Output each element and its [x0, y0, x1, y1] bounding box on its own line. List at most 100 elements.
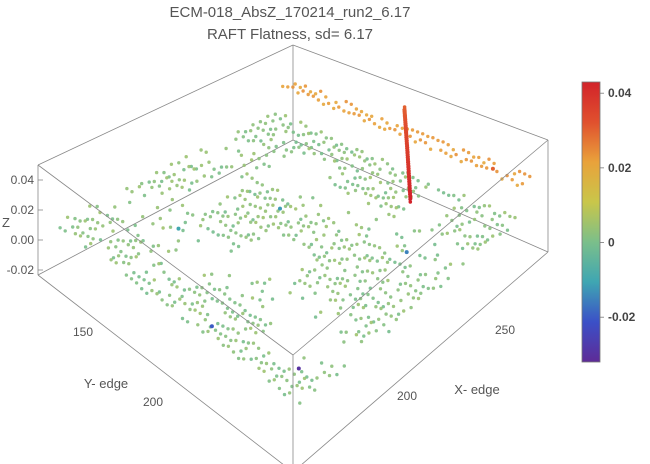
data-point — [236, 149, 241, 153]
data-point — [326, 216, 331, 221]
data-point — [199, 163, 204, 168]
data-point — [281, 140, 286, 145]
data-point — [408, 284, 413, 288]
data-point — [259, 361, 264, 365]
data-point — [467, 220, 472, 224]
data-point — [315, 258, 319, 262]
data-point — [408, 196, 413, 201]
data-point — [254, 220, 258, 225]
data-point — [183, 301, 187, 306]
data-point — [288, 122, 293, 126]
data-point — [345, 147, 349, 151]
data-point — [381, 305, 385, 309]
data-point — [398, 179, 403, 183]
data-point — [114, 261, 118, 265]
data-point — [436, 138, 440, 143]
data-point — [137, 185, 142, 189]
data-point — [221, 343, 225, 347]
data-point — [281, 84, 285, 89]
data-point — [343, 166, 347, 170]
data-point — [279, 221, 283, 226]
data-point — [229, 228, 233, 233]
data-point — [426, 286, 430, 291]
data-point — [464, 157, 468, 162]
data-point — [334, 143, 339, 147]
data-point — [297, 145, 301, 149]
data-point — [449, 154, 453, 159]
data-point — [201, 330, 205, 334]
data-point — [218, 219, 223, 224]
data-point — [310, 378, 314, 382]
data-point — [246, 341, 251, 345]
data-point — [177, 178, 181, 182]
data-point — [314, 237, 319, 242]
data-point — [367, 331, 371, 335]
data-point — [272, 378, 276, 382]
data-point — [418, 138, 423, 142]
data-point — [241, 340, 245, 344]
data-point — [253, 204, 257, 208]
z-tick-label: 0.04 — [11, 173, 35, 187]
data-point — [267, 379, 271, 383]
data-point — [357, 155, 362, 159]
data-point — [389, 314, 393, 318]
data-point — [88, 204, 92, 208]
data-point — [455, 224, 459, 228]
data-point — [111, 256, 116, 260]
data-point — [254, 134, 258, 139]
data-point — [302, 151, 306, 155]
data-point — [312, 253, 316, 257]
data-point — [418, 273, 423, 277]
data-point — [357, 257, 362, 261]
data-point — [360, 270, 365, 274]
data-point — [342, 150, 346, 155]
data-point — [339, 330, 343, 334]
data-point — [368, 163, 372, 167]
data-point — [391, 179, 395, 184]
data-point — [137, 275, 141, 279]
data-point — [152, 179, 156, 184]
data-point — [174, 248, 178, 252]
data-point — [395, 232, 399, 236]
data-point — [372, 244, 377, 248]
data-point — [308, 90, 313, 94]
data-point — [396, 288, 400, 292]
data-point — [291, 130, 295, 134]
data-point — [400, 235, 404, 240]
data-point — [296, 133, 301, 137]
data-point — [162, 170, 166, 175]
data-point — [335, 372, 339, 377]
data-point — [296, 221, 301, 225]
data-point — [250, 176, 254, 180]
data-point — [320, 263, 324, 267]
data-point — [187, 164, 191, 169]
data-point — [184, 155, 188, 159]
data-point — [374, 329, 378, 333]
data-point — [306, 225, 311, 229]
data-points — [58, 82, 532, 405]
data-point — [238, 216, 243, 220]
data-point — [224, 334, 228, 338]
data-point — [439, 148, 443, 152]
data-point — [343, 284, 347, 288]
data-point — [251, 218, 255, 222]
data-point — [353, 297, 358, 301]
data-point — [377, 246, 382, 250]
data-point — [413, 140, 417, 144]
data-point — [330, 152, 334, 157]
data-point — [332, 242, 336, 246]
data-point — [418, 253, 422, 258]
data-point — [367, 227, 371, 231]
y-axis-label: Y- edge — [84, 376, 128, 391]
data-point — [385, 162, 390, 166]
data-point — [336, 291, 340, 296]
data-point — [500, 223, 505, 227]
data-point — [332, 221, 336, 225]
data-point — [210, 297, 214, 301]
data-point — [520, 182, 525, 186]
data-point — [466, 242, 470, 246]
data-point — [166, 249, 171, 253]
data-point — [349, 313, 353, 317]
data-point — [76, 225, 80, 229]
data-point — [430, 228, 434, 232]
